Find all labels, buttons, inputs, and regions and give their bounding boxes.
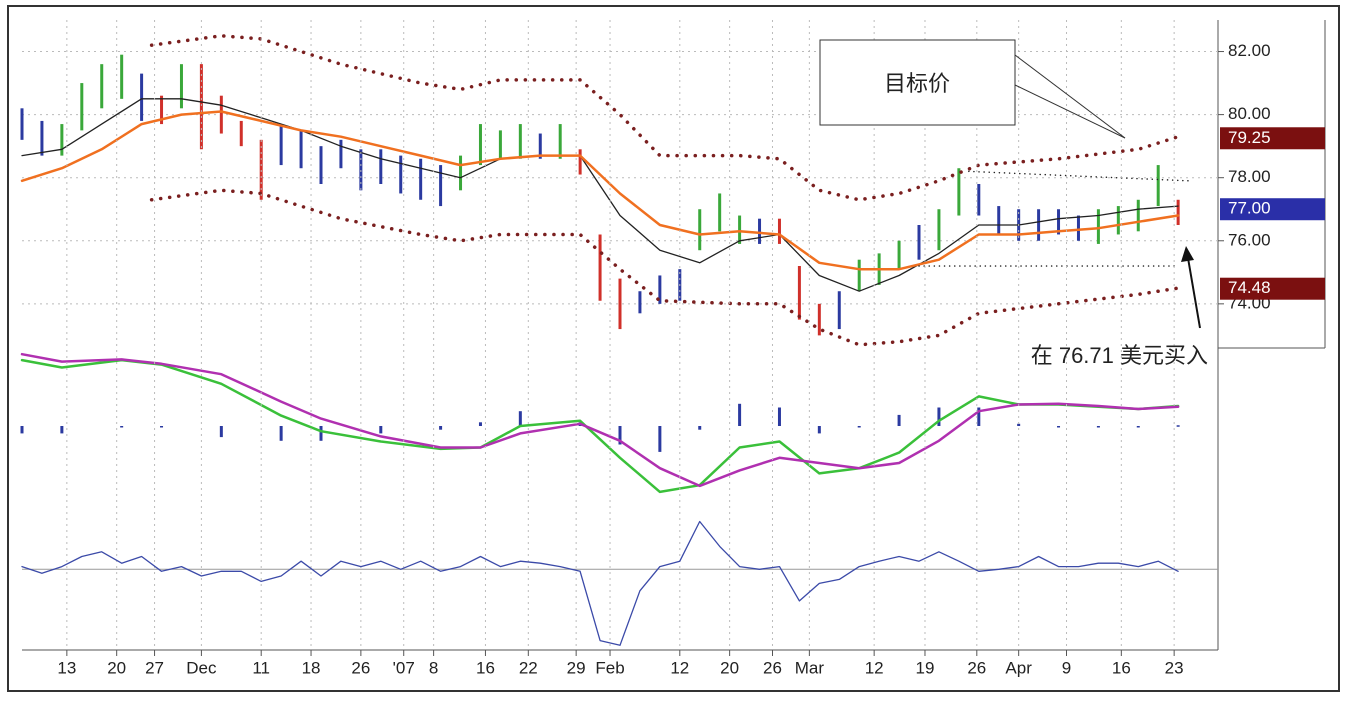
histogram-bar xyxy=(658,426,662,452)
callout: 目标价 xyxy=(819,39,1126,139)
x-tick-label: 12 xyxy=(670,658,689,677)
histogram-bar xyxy=(219,426,223,438)
price-marker-label: 77.00 xyxy=(1228,199,1271,218)
y-tick-label: 78.00 xyxy=(1228,167,1271,186)
histogram-bar xyxy=(738,403,742,426)
x-tick-label: 29 xyxy=(567,658,586,677)
arrow-shaft xyxy=(1187,257,1201,329)
series-line xyxy=(149,34,1180,202)
histogram-bar xyxy=(279,426,283,441)
y-tick-label: 76.00 xyxy=(1228,230,1271,249)
histogram-bar xyxy=(20,426,24,434)
x-tick-label: 8 xyxy=(429,658,438,677)
series-line xyxy=(20,352,1180,488)
x-tick-label: 13 xyxy=(57,658,76,677)
x-tick-label: 12 xyxy=(865,658,884,677)
callout-box xyxy=(819,39,1016,126)
x-tick-label: Feb xyxy=(595,658,624,677)
histogram-bar xyxy=(977,407,981,426)
price-marker-label: 74.48 xyxy=(1228,278,1271,297)
histogram-bar xyxy=(160,426,164,428)
histogram-bar xyxy=(1096,426,1100,428)
price-marker xyxy=(1220,127,1325,150)
x-tick-label: Mar xyxy=(795,658,825,677)
plot: 74.0076.0078.0080.0082.0079.2577.0074.48… xyxy=(20,20,1325,677)
x-tick-label: 26 xyxy=(967,658,986,677)
x-tick-label: 16 xyxy=(1112,658,1131,677)
histogram-bar xyxy=(439,426,443,430)
callout-text: 目标价 xyxy=(884,71,950,96)
y-tick-label: 82.00 xyxy=(1228,41,1271,60)
callout-pointer xyxy=(1014,84,1126,139)
histogram-bar xyxy=(857,426,861,428)
buy-text: 在 76.71 美元买入 xyxy=(1031,343,1208,368)
x-tick-label: 16 xyxy=(476,658,495,677)
histogram-bar xyxy=(897,414,901,426)
histogram-bar xyxy=(937,407,941,426)
x-tick-label: 19 xyxy=(916,658,935,677)
x-tick-label: 26 xyxy=(763,658,782,677)
series-line xyxy=(20,358,1180,494)
histogram-bar xyxy=(518,411,522,426)
histogram-bar xyxy=(478,422,482,426)
x-tick-label: Apr xyxy=(1005,658,1032,677)
histogram-bar xyxy=(1017,423,1021,426)
histogram-bar xyxy=(698,426,702,430)
histogram-bar xyxy=(60,426,64,434)
x-tick-label: 27 xyxy=(145,658,164,677)
x-tick-label: 18 xyxy=(302,658,321,677)
x-tick-label: 22 xyxy=(519,658,538,677)
price-marker-label: 79.25 xyxy=(1228,128,1271,147)
x-tick-label: 20 xyxy=(720,658,739,677)
histogram-bar xyxy=(1057,426,1061,428)
arrow-head xyxy=(1181,246,1194,262)
histogram-bar xyxy=(1176,425,1180,427)
histogram-bar xyxy=(1136,426,1140,428)
series-line xyxy=(21,98,1179,292)
x-tick-label: Dec xyxy=(186,658,217,677)
price-marker xyxy=(1220,277,1325,300)
histogram-bar xyxy=(120,426,124,428)
price-marker xyxy=(1220,198,1325,221)
frame xyxy=(7,5,1340,692)
x-tick-label: 26 xyxy=(351,658,370,677)
x-tick-label: 20 xyxy=(107,658,126,677)
histogram-bar xyxy=(319,426,323,441)
series-line xyxy=(968,170,1189,182)
series-line xyxy=(20,110,1180,271)
histogram-bar xyxy=(817,426,821,434)
y-tick-label: 80.00 xyxy=(1228,104,1271,123)
buy-note: 在 76.71 美元买入 xyxy=(1031,246,1208,368)
histogram-bar xyxy=(618,426,622,445)
callout-pointer xyxy=(1014,54,1126,139)
x-tick-label: 23 xyxy=(1165,658,1184,677)
histogram-bar xyxy=(379,426,383,434)
histogram-bar xyxy=(777,407,781,426)
series-line xyxy=(21,520,1179,646)
x-tick-label: 9 xyxy=(1062,658,1071,677)
x-tick-label: '07 xyxy=(393,658,415,677)
x-tick-label: 11 xyxy=(252,658,270,677)
